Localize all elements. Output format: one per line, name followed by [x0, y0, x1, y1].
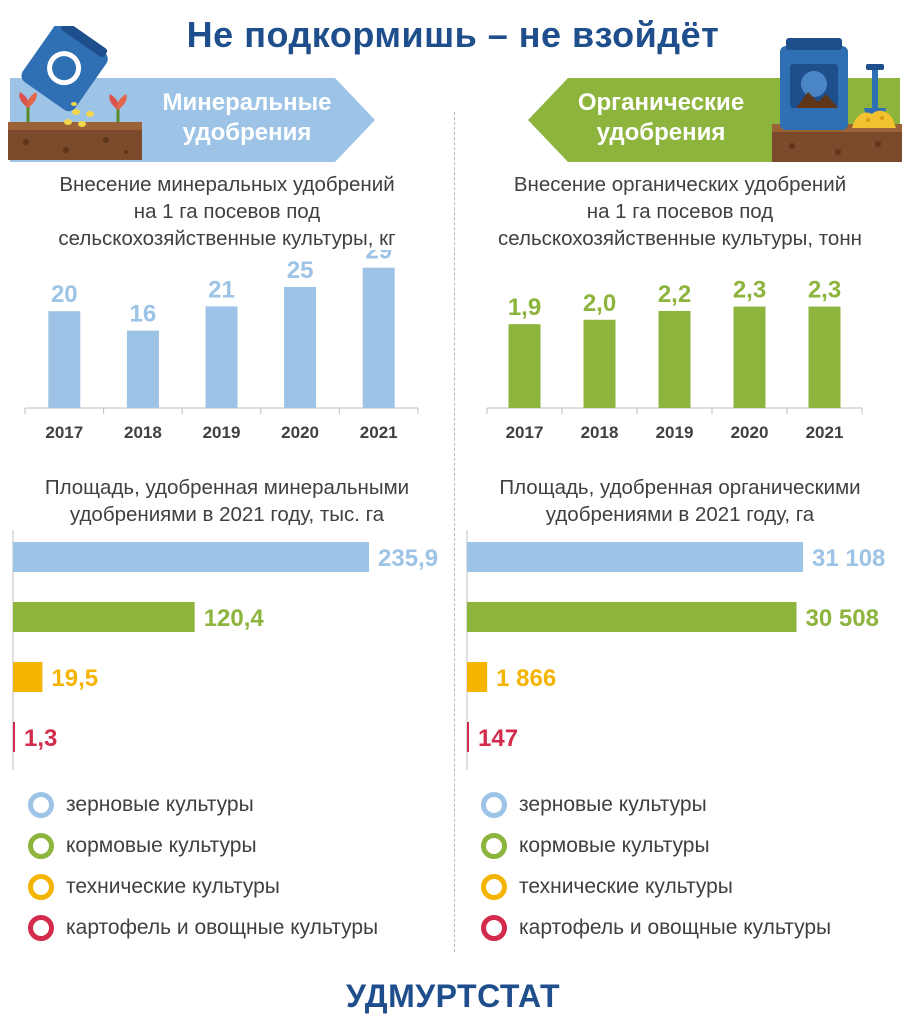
- legend-label: зерновые культуры: [519, 793, 707, 816]
- footer-brand: УДМУРТСТАТ: [345, 978, 560, 1014]
- bar: [467, 602, 797, 632]
- right-banner-line-2: удобрения: [596, 119, 726, 146]
- legend-circle-icon: [28, 915, 54, 941]
- x-tick-label: 2018: [124, 423, 162, 442]
- data-label: 1,9: [508, 294, 541, 321]
- data-label: 31 108: [812, 545, 885, 572]
- data-label: 20: [51, 281, 78, 308]
- legend-item: картофель и овощные культуры: [28, 913, 378, 943]
- mineral-area-title-line: Площадь, удобренная минеральными: [44, 476, 410, 499]
- bar: [13, 722, 15, 752]
- legend-item: кормовые культуры: [28, 831, 257, 861]
- bar: [467, 662, 488, 692]
- column-divider: [454, 112, 455, 952]
- left-banner-line-1: Минеральные: [162, 89, 332, 116]
- left-banner-title: Минеральные удобрения: [142, 88, 352, 148]
- data-label: 21: [208, 276, 235, 303]
- bar: [126, 330, 159, 408]
- legend-circle-icon: [481, 915, 507, 941]
- bar: [583, 319, 616, 408]
- data-label: 25: [287, 257, 314, 284]
- data-label: 120,4: [204, 605, 265, 632]
- data-label: 147: [478, 725, 518, 752]
- fertilizer-bag-pouring-icon: [8, 26, 142, 160]
- organic-area-title-line: удобрениями в 2021 году, га: [545, 503, 815, 526]
- data-label: 19,5: [51, 665, 98, 692]
- fertilizer-sack-shovel-icon: [772, 38, 902, 162]
- legend-item: кормовые культуры: [481, 831, 710, 861]
- legend-item: технические культуры: [28, 872, 280, 902]
- page-title: Не подкормишь – не взойдёт: [186, 14, 720, 55]
- data-label: 1 866: [496, 665, 556, 692]
- legend-label: технические культуры: [66, 875, 280, 898]
- data-label: 2,3: [733, 277, 766, 304]
- legend-circle-icon: [28, 792, 54, 818]
- bar: [467, 542, 803, 572]
- data-label: 1,3: [24, 725, 57, 752]
- bar: [205, 306, 238, 408]
- legend-circle-icon: [28, 833, 54, 859]
- legend-label: картофель и овощные культуры: [519, 916, 832, 939]
- data-label: 2,0: [583, 290, 616, 317]
- legend-item: технические культуры: [481, 872, 733, 902]
- data-label: 29: [365, 250, 392, 265]
- mineral-per-ha-title-line: на 1 га посевов под: [133, 200, 321, 223]
- organic-per-ha-title-line: Внесение органических удобрений: [513, 173, 847, 196]
- mineral-area-title-line: удобрениями в 2021 году, тыс. га: [69, 503, 385, 526]
- bar: [13, 662, 43, 692]
- bar: [733, 306, 766, 408]
- x-tick-label: 2017: [45, 423, 83, 442]
- organic-area-title: Площадь, удобренная органическими удобре…: [454, 474, 906, 528]
- legend-label: кормовые культуры: [66, 834, 257, 857]
- bar: [467, 722, 469, 752]
- bar: [508, 324, 541, 408]
- legend-label: зерновые культуры: [66, 793, 254, 816]
- mineral-per-ha-title-line: Внесение минеральных удобрений: [59, 173, 395, 196]
- x-tick-label: 2020: [731, 423, 769, 442]
- mineral-area-chart: 235,9 120,4 19,5 1,3: [12, 530, 438, 770]
- left-banner-line-2: удобрения: [182, 119, 312, 146]
- organic-per-ha-title-line: сельскохозяйственные культуры, тонн: [498, 227, 862, 250]
- x-tick-label: 2019: [656, 423, 694, 442]
- mineral-per-ha-title: Внесение минеральных удобрений на 1 га п…: [0, 171, 454, 252]
- mineral-per-ha-chart: 20 2017 16 2018 21 2019 25 2020 29 2021: [24, 250, 419, 442]
- x-tick-label: 2021: [360, 423, 398, 442]
- bar: [808, 306, 841, 408]
- data-label: 16: [130, 301, 157, 328]
- legend-item: зерновые культуры: [481, 790, 707, 820]
- legend-label: кормовые культуры: [519, 834, 710, 857]
- bar: [13, 542, 369, 572]
- legend-label: технические культуры: [519, 875, 733, 898]
- organic-area-chart: 31 108 30 508 1 866 147: [466, 530, 885, 770]
- bar: [362, 267, 395, 408]
- legend-circle-icon: [481, 792, 507, 818]
- x-tick-label: 2017: [506, 423, 544, 442]
- x-tick-label: 2018: [581, 423, 619, 442]
- bar: [284, 287, 317, 408]
- bar: [13, 602, 195, 632]
- bar: [48, 311, 81, 408]
- right-banner-line-1: Органические: [577, 89, 745, 116]
- legend-circle-icon: [481, 874, 507, 900]
- data-label: 30 508: [806, 605, 879, 632]
- legend-circle-icon: [481, 833, 507, 859]
- data-label: 2,3: [808, 277, 841, 304]
- organic-per-ha-chart: 1,9 2017 2,0 2018 2,2 2019 2,3 2020 2,3 2021: [486, 277, 863, 442]
- bar: [658, 310, 691, 408]
- legend-label: картофель и овощные культуры: [66, 916, 379, 939]
- x-tick-label: 2019: [203, 423, 241, 442]
- organic-area-title-line: Площадь, удобренная органическими: [499, 476, 861, 499]
- legend-item: картофель и овощные культуры: [481, 913, 831, 943]
- data-label: 235,9: [378, 545, 438, 572]
- legend-item: зерновые культуры: [28, 790, 254, 820]
- right-banner-title: Органические удобрения: [556, 88, 766, 148]
- organic-per-ha-title-line: на 1 га посевов под: [586, 200, 774, 223]
- mineral-per-ha-title-line: сельскохозяйственные культуры, кг: [58, 227, 396, 250]
- organic-per-ha-title: Внесение органических удобрений на 1 га …: [454, 171, 906, 252]
- mineral-area-title: Площадь, удобренная минеральными удобрен…: [0, 474, 454, 528]
- legend-circle-icon: [28, 874, 54, 900]
- x-tick-label: 2021: [806, 423, 844, 442]
- x-tick-label: 2020: [281, 423, 319, 442]
- data-label: 2,2: [658, 281, 691, 308]
